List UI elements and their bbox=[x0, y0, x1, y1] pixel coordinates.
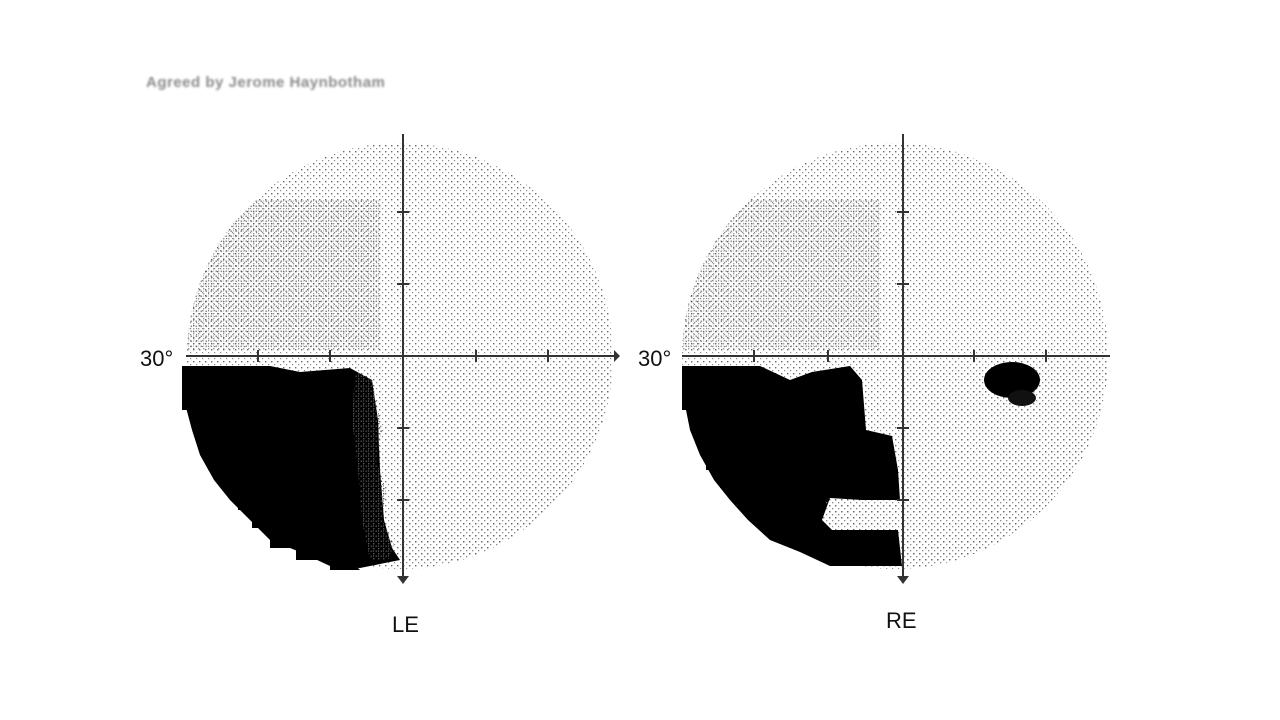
right-axis-arrow-down bbox=[897, 576, 909, 584]
right-field-scotoma-tail bbox=[1008, 390, 1036, 406]
figure-caption: Agreed by Jerome Haynbotham bbox=[146, 74, 386, 91]
left-eye-label: LE bbox=[392, 612, 419, 637]
left-field-defect-step bbox=[182, 366, 360, 570]
right-field-defect bbox=[682, 366, 902, 566]
left-field-defect bbox=[182, 366, 400, 568]
right-field-scotoma bbox=[984, 362, 1040, 398]
right-field-spared-island bbox=[826, 500, 898, 526]
left-field-defect-edge bbox=[352, 372, 394, 560]
right-field-defect-step bbox=[682, 366, 800, 540]
left-axis-arrow-down bbox=[397, 576, 409, 584]
left-axis-ticks bbox=[257, 211, 549, 501]
left-axis-arrow-right bbox=[614, 350, 620, 362]
right-eye-label: RE bbox=[886, 608, 917, 633]
right-eye-field: 30° RE bbox=[638, 134, 1110, 633]
left-eccentricity-label: 30° bbox=[140, 346, 173, 371]
right-eccentricity-label: 30° bbox=[638, 346, 671, 371]
left-eye-field: 30° LE bbox=[140, 134, 620, 637]
right-axis-ticks bbox=[753, 211, 1047, 501]
